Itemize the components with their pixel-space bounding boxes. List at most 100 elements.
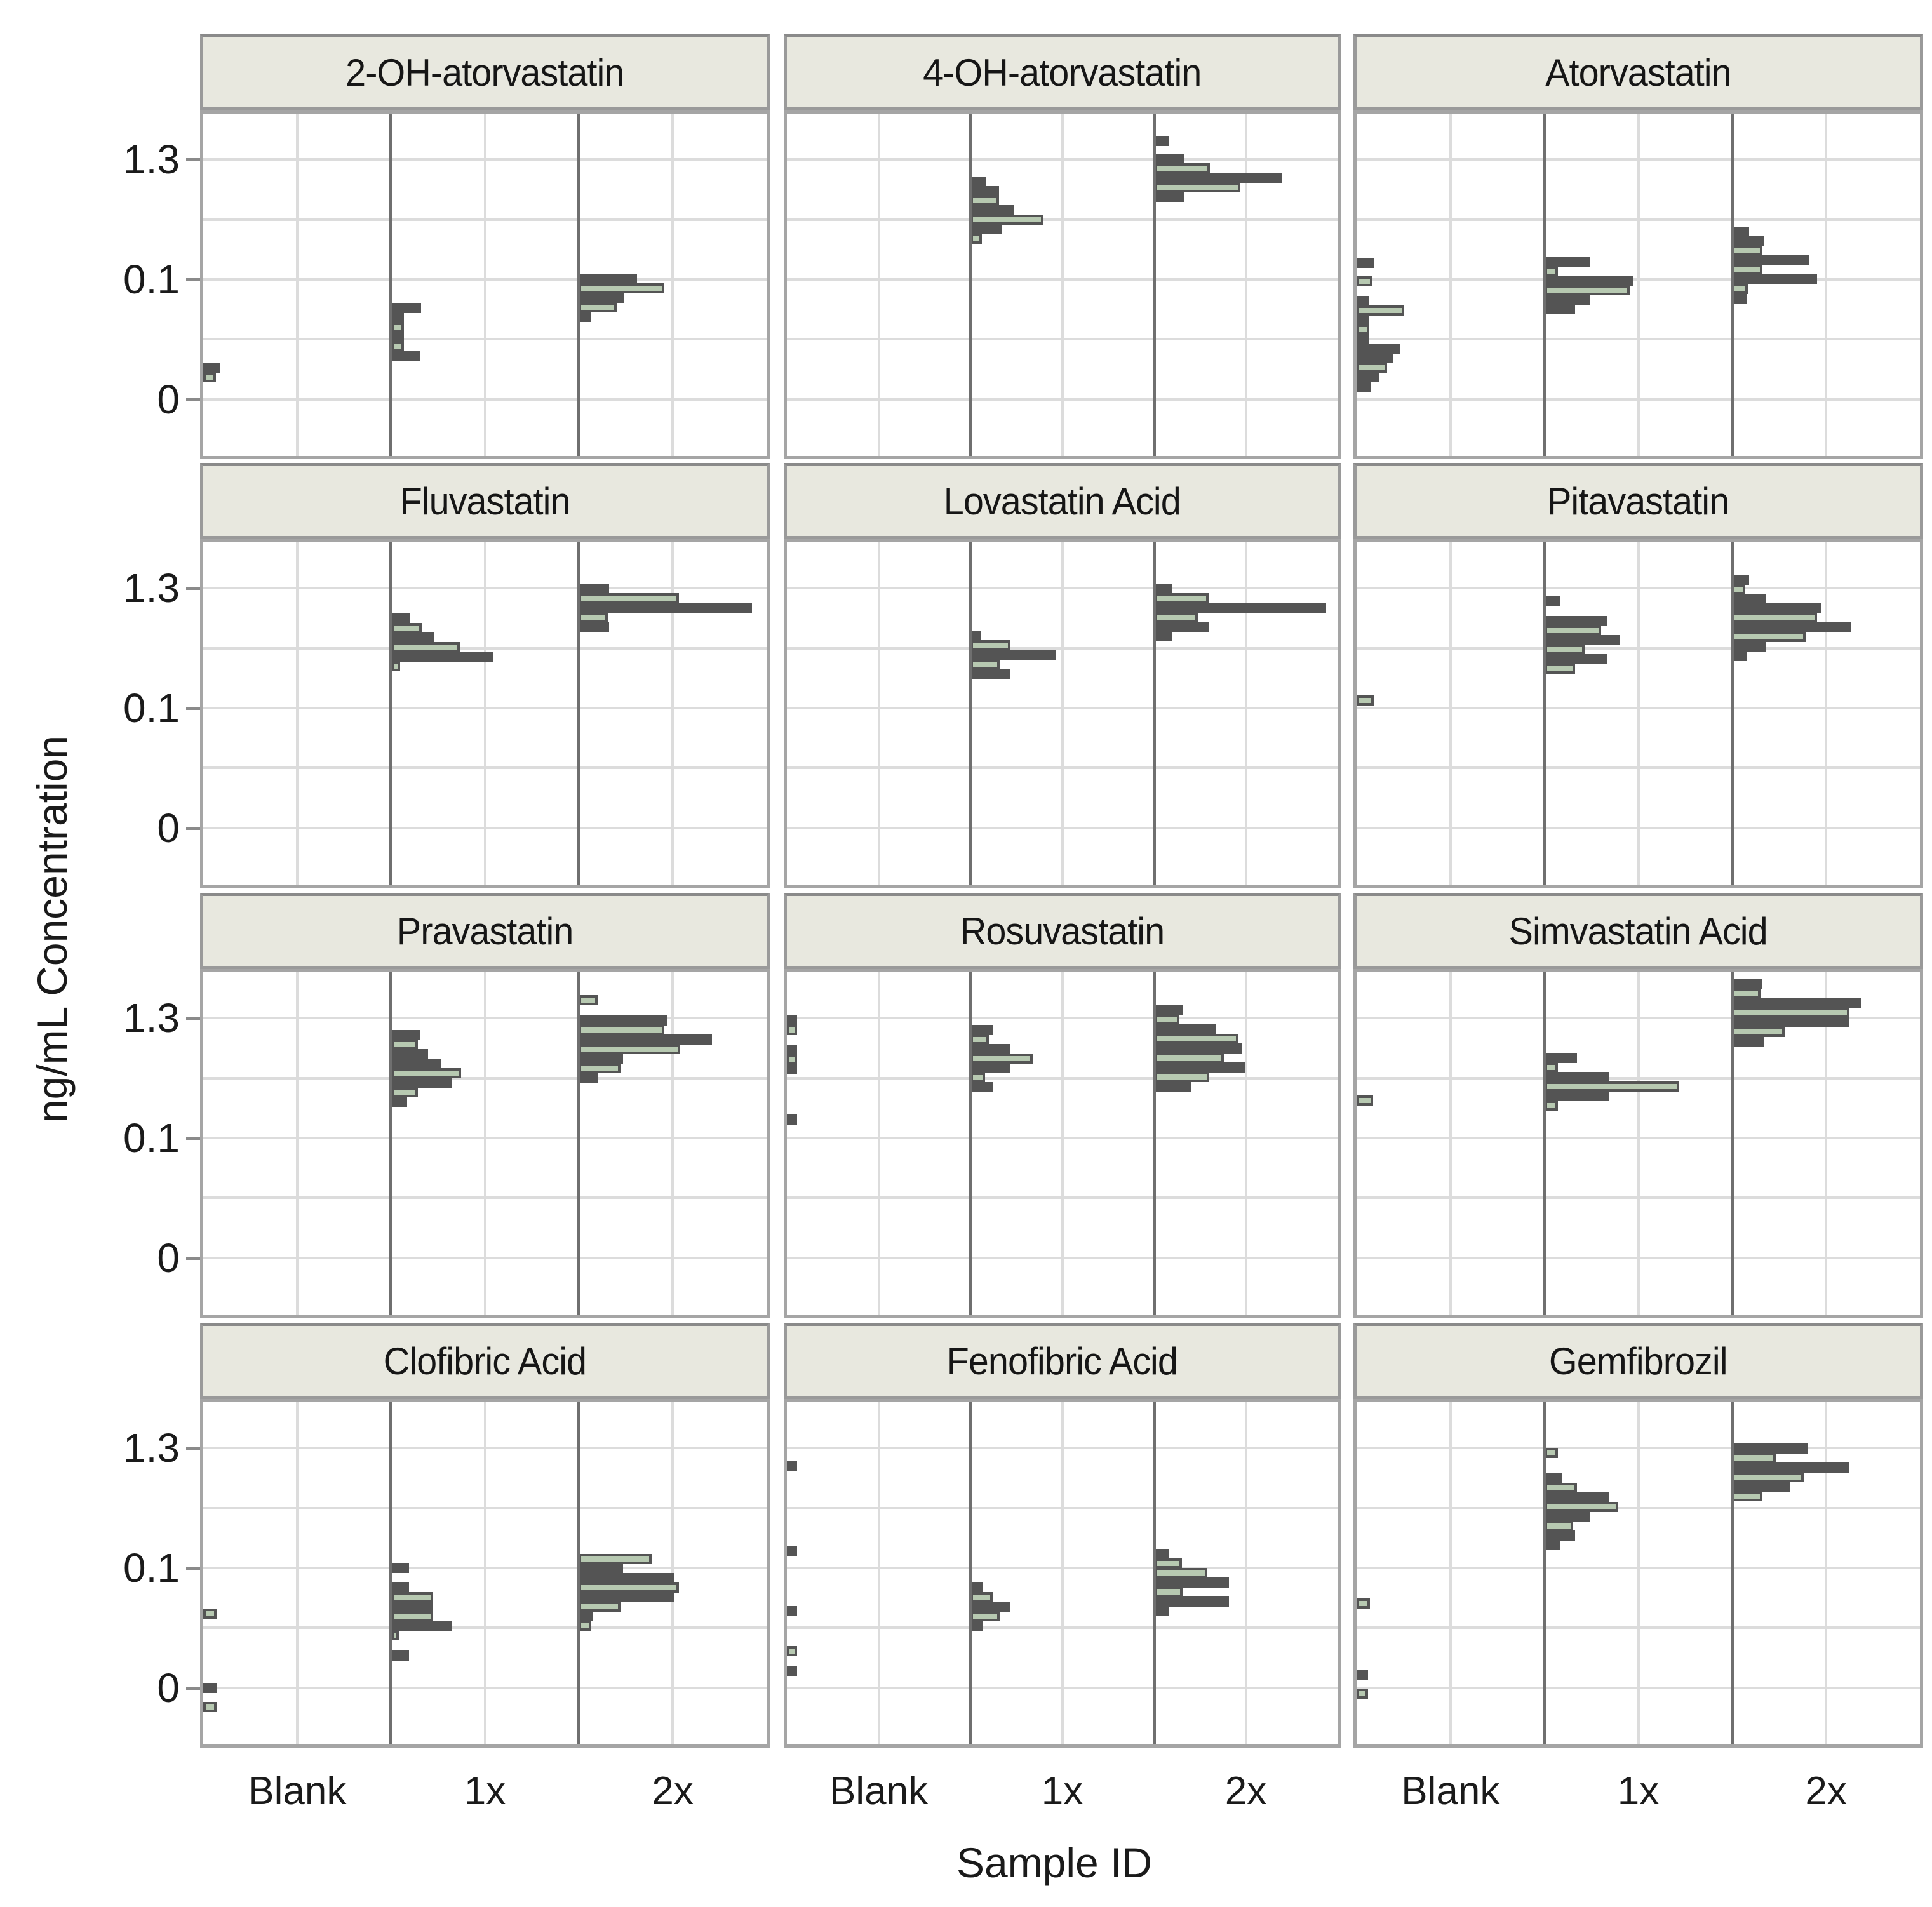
- histogram-bar: [1154, 603, 1326, 613]
- facet-title: Rosuvastatin: [960, 909, 1165, 953]
- y-tick-label: 1.3: [123, 137, 180, 182]
- facet-panel: [1353, 1399, 1923, 1748]
- histogram-bar: [579, 293, 625, 303]
- facet-strip: Pitavastatin: [1353, 463, 1923, 539]
- sample-axis-line: [1152, 1402, 1156, 1744]
- histogram-bar: [1154, 1053, 1224, 1063]
- histogram-bar: [1357, 1095, 1373, 1106]
- histogram-bar: [391, 341, 404, 351]
- histogram-bar: [1154, 182, 1240, 192]
- histogram-bar: [1154, 192, 1184, 202]
- sample-axis-line: [969, 114, 972, 456]
- histogram-bar: [391, 1059, 441, 1069]
- histogram-bar: [579, 1063, 621, 1073]
- histogram-bar: [1154, 593, 1209, 603]
- facet-rosuvastatin: Rosuvastatin: [784, 893, 1341, 1318]
- vertical-grid-line: [1825, 972, 1828, 1315]
- vertical-grid-line: [1061, 542, 1064, 885]
- histogram-bar: [1357, 325, 1369, 335]
- facet-title: Fluvastatin: [399, 479, 571, 523]
- histogram-bar: [1154, 1015, 1179, 1025]
- vertical-grid-line: [877, 1402, 880, 1744]
- histogram-bar: [391, 1068, 461, 1078]
- x-category-label: 2x: [1224, 1769, 1267, 1813]
- histogram-bar: [970, 1602, 1010, 1612]
- histogram-bar: [1357, 1689, 1368, 1699]
- vertical-grid-line: [1061, 114, 1064, 456]
- y-axis-title: ng/mL Concentration: [29, 735, 76, 1123]
- histogram-bar: [1154, 622, 1209, 632]
- histogram-bar: [579, 1621, 592, 1631]
- histogram-bar: [391, 1621, 452, 1631]
- vertical-grid-line: [483, 1402, 486, 1744]
- sample-axis-line: [577, 1402, 580, 1744]
- histogram-bar: [1357, 353, 1393, 363]
- histogram-bar: [1154, 612, 1198, 622]
- facet-title: Clofibric Acid: [383, 1339, 587, 1382]
- histogram-bar: [391, 1592, 433, 1602]
- histogram-bar: [970, 1073, 985, 1083]
- histogram-bar: [391, 652, 493, 662]
- facet-title: Pravastatin: [396, 909, 574, 953]
- histogram-bar: [203, 363, 220, 373]
- histogram-bar: [391, 1602, 433, 1612]
- sample-axis-line: [577, 972, 580, 1315]
- y-tick-mark: [186, 158, 200, 161]
- histogram-bar: [1732, 1036, 1765, 1047]
- histogram-bar: [1154, 1596, 1229, 1607]
- histogram-bar: [1154, 1549, 1169, 1559]
- histogram-bar: [1544, 654, 1607, 664]
- vertical-grid-line: [671, 972, 674, 1315]
- histogram-bar: [579, 603, 753, 613]
- histogram-bar: [787, 1606, 797, 1616]
- histogram-bar: [1357, 296, 1369, 306]
- facet-panel: [784, 1399, 1341, 1748]
- histogram-bar: [579, 1015, 668, 1026]
- histogram-bar: [391, 1563, 409, 1573]
- histogram-bar: [391, 1049, 428, 1059]
- histogram-bar: [1544, 626, 1601, 636]
- histogram-bar: [1544, 1540, 1560, 1550]
- histogram-bar: [787, 1054, 797, 1064]
- histogram-bar: [1154, 1034, 1238, 1044]
- x-category-label: Blank: [829, 1769, 929, 1813]
- y-tick-label: 0: [157, 805, 180, 851]
- histogram-bar: [1357, 258, 1374, 268]
- histogram-bar: [391, 312, 404, 323]
- histogram-bar: [1732, 1453, 1776, 1463]
- histogram-bar: [1732, 651, 1748, 661]
- sample-axis-line: [1730, 114, 1734, 456]
- x-axis-title: Sample ID: [956, 1839, 1153, 1886]
- histogram-bar: [1154, 1005, 1183, 1015]
- histogram-bar: [787, 1015, 797, 1026]
- vertical-grid-line: [1449, 114, 1452, 456]
- sample-axis-line: [389, 1402, 393, 1744]
- histogram-bar: [1732, 1491, 1763, 1501]
- histogram-bar: [1357, 305, 1404, 316]
- histogram-bar: [1544, 1521, 1573, 1531]
- histogram-bar: [787, 1646, 797, 1656]
- facet-panel: [784, 539, 1341, 888]
- histogram-bar: [970, 205, 1014, 215]
- vertical-grid-line: [1244, 1402, 1247, 1744]
- histogram-bar: [1544, 664, 1575, 674]
- histogram-bar: [1544, 1502, 1618, 1512]
- vertical-grid-line: [1449, 542, 1452, 885]
- histogram-bar: [970, 1063, 1010, 1073]
- facet-panel: [1353, 969, 1923, 1318]
- y-tick-mark: [186, 827, 200, 830]
- histogram-bar: [1544, 645, 1585, 655]
- histogram-bar: [1544, 295, 1590, 305]
- histogram-bar: [1732, 1472, 1804, 1482]
- histogram-bar: [1357, 334, 1369, 344]
- facet-strip: 2-OH-atorvastatin: [200, 34, 770, 110]
- vertical-grid-line: [1637, 1402, 1640, 1744]
- y-tick-mark: [186, 1687, 200, 1690]
- sample-axis-line: [969, 1402, 972, 1744]
- histogram-bar: [787, 1461, 797, 1471]
- facet-strip: Rosuvastatin: [784, 893, 1341, 969]
- sample-axis-line: [389, 972, 393, 1315]
- histogram-bar: [1154, 1606, 1169, 1616]
- y-tick-mark: [186, 1137, 200, 1140]
- y-tick-mark: [186, 278, 200, 281]
